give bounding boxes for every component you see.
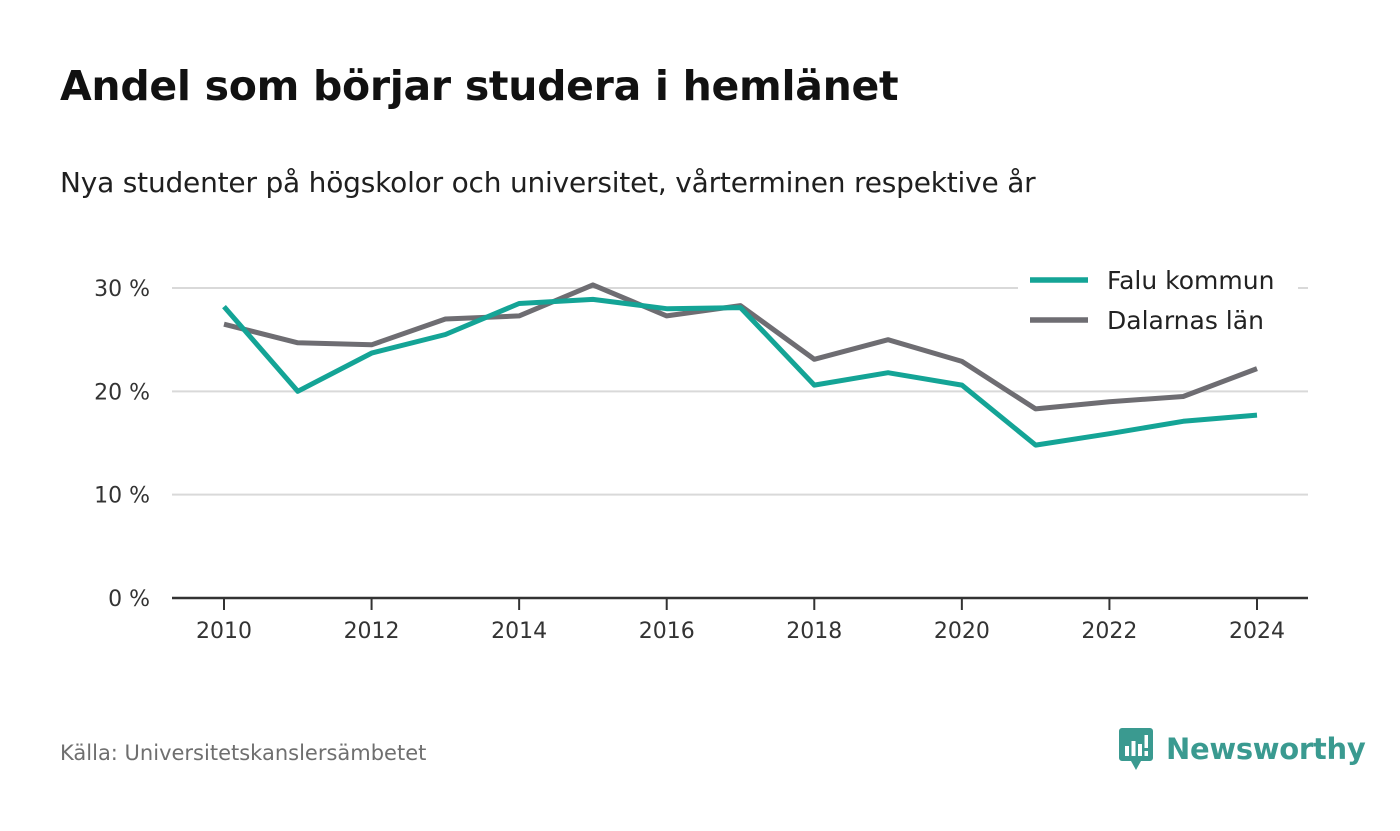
chart-subtitle: Nya studenter på högskolor och universit… [60, 166, 1036, 199]
chart-title: Andel som börjar studera i hemlänet [60, 62, 899, 110]
x-axis: 2010 2012 2014 2016 2018 2020 2022 2024 [172, 596, 1308, 644]
x-tick-label: 2012 [344, 619, 400, 644]
y-tick-label: 30 % [94, 277, 150, 302]
source-note: Källa: Universitetskanslersämbetet [60, 741, 427, 765]
y-tick-label: 0 % [108, 587, 150, 612]
x-tick-label: 2022 [1081, 619, 1137, 644]
x-tick-label: 2010 [196, 619, 252, 644]
legend-label: Dalarnas län [1107, 306, 1264, 335]
x-tick-label: 2018 [786, 619, 842, 644]
x-tick-label: 2016 [639, 619, 695, 644]
newsworthy-chart-bubble-icon [1119, 728, 1153, 770]
legend-background [1018, 258, 1298, 342]
brand-logo: Newsworthy [1118, 726, 1366, 772]
series-lines [222, 282, 1258, 448]
x-tick-label: 2020 [934, 619, 990, 644]
y-tick-label: 20 % [94, 380, 150, 405]
x-tick-label: 2024 [1229, 619, 1285, 644]
legend-label: Falu kommun [1107, 266, 1274, 295]
legend: Falu kommun Dalarnas län [1018, 258, 1298, 342]
y-tick-label: 10 % [94, 484, 150, 509]
x-tick-label: 2014 [491, 619, 547, 644]
series-line-0 [222, 296, 1258, 448]
y-axis: 0 % 10 % 20 % 30 % [94, 277, 150, 612]
brand-name: Newsworthy [1166, 732, 1366, 766]
